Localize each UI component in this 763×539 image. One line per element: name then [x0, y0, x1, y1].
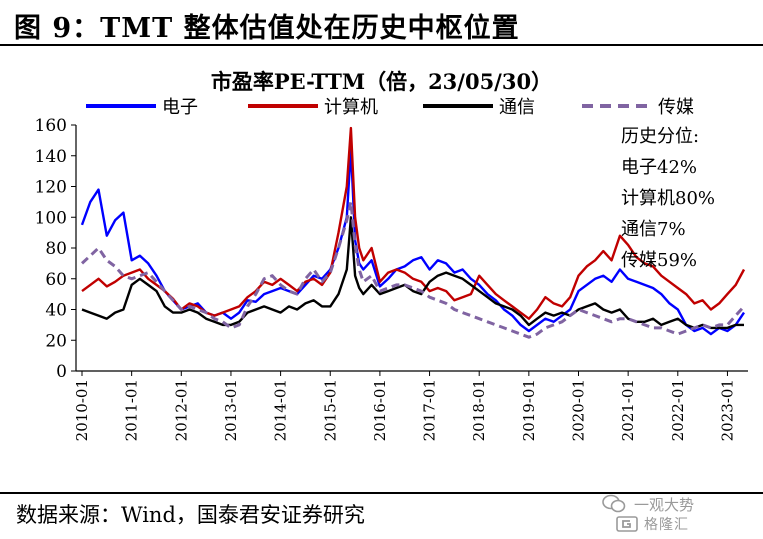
chart-title: 市盈率PE-TTM（倍，23/05/30） — [210, 69, 553, 94]
y-tick-label: 60 — [45, 270, 67, 290]
y-tick-label: 20 — [45, 331, 67, 351]
legend-label-4: 传媒 — [658, 97, 694, 118]
y-tick-label: 40 — [45, 301, 67, 321]
x-tick-label: 2018-01 — [470, 379, 488, 441]
top-rule — [0, 44, 763, 46]
x-tick-label: 2019-01 — [520, 379, 538, 441]
gelonghui-logo-icon — [616, 516, 638, 532]
x-tick-label: 2014-01 — [272, 379, 290, 441]
y-tick-label: 80 — [45, 239, 67, 259]
y-tick-label: 100 — [35, 208, 67, 228]
x-tick-label: 2022-01 — [669, 379, 687, 441]
x-tick-label: 2021-01 — [619, 379, 637, 441]
x-tick-label: 2015-01 — [321, 379, 339, 441]
percentile-annotation: 历史分位: 电子42% 计算机80% 通信7% 传媒59% — [621, 126, 715, 271]
x-tick-label: 2020-01 — [570, 379, 588, 441]
y-tick-label: 160 — [35, 116, 67, 136]
y-tick-label: 0 — [56, 362, 67, 382]
legend: 电子 计算机 通信 传媒 — [86, 97, 694, 118]
series-line-2 — [81, 126, 746, 320]
annotation-line-4: 通信7% — [621, 219, 686, 240]
legend-label-2: 计算机 — [324, 97, 378, 118]
legend-label-3: 通信 — [499, 97, 535, 118]
annotation-line-3: 计算机80% — [621, 188, 715, 209]
x-tick-label: 2011-01 — [123, 379, 141, 441]
figure-title: 图 9：TMT 整体估值处在历史中枢位置 — [14, 13, 520, 44]
y-tick-label: 140 — [35, 147, 67, 167]
source-note: 数据来源：Wind，国泰君安证券研究 — [16, 503, 365, 527]
x-tick-label: 2017-01 — [421, 379, 439, 441]
x-tick-label: 2016-01 — [371, 379, 389, 441]
series-line-4 — [80, 200, 746, 339]
series-layer — [80, 126, 746, 339]
bottom-rule — [0, 492, 763, 494]
wechat-icon — [602, 494, 626, 513]
x-tick-label: 2012-01 — [172, 379, 190, 441]
axes: 0 20 40 60 80 100 120 140 160 2010-01 2011-01 2012-… — [35, 116, 748, 441]
annotation-line-5: 传媒59% — [621, 250, 697, 271]
y-tick-label: 120 — [35, 178, 67, 198]
watermark-account: 一观大势 — [634, 496, 695, 514]
x-tick-label: 2013-01 — [222, 379, 240, 441]
watermark: 一观大势 格隆汇 — [600, 492, 760, 536]
annotation-line-1: 历史分位: — [621, 126, 699, 147]
x-tick-label: 2010-01 — [73, 379, 91, 441]
watermark-brand: 格隆汇 — [644, 517, 689, 533]
annotation-line-2: 电子42% — [621, 157, 697, 178]
x-tick-label: 2023-01 — [718, 379, 736, 441]
legend-label-1: 电子 — [162, 97, 198, 118]
